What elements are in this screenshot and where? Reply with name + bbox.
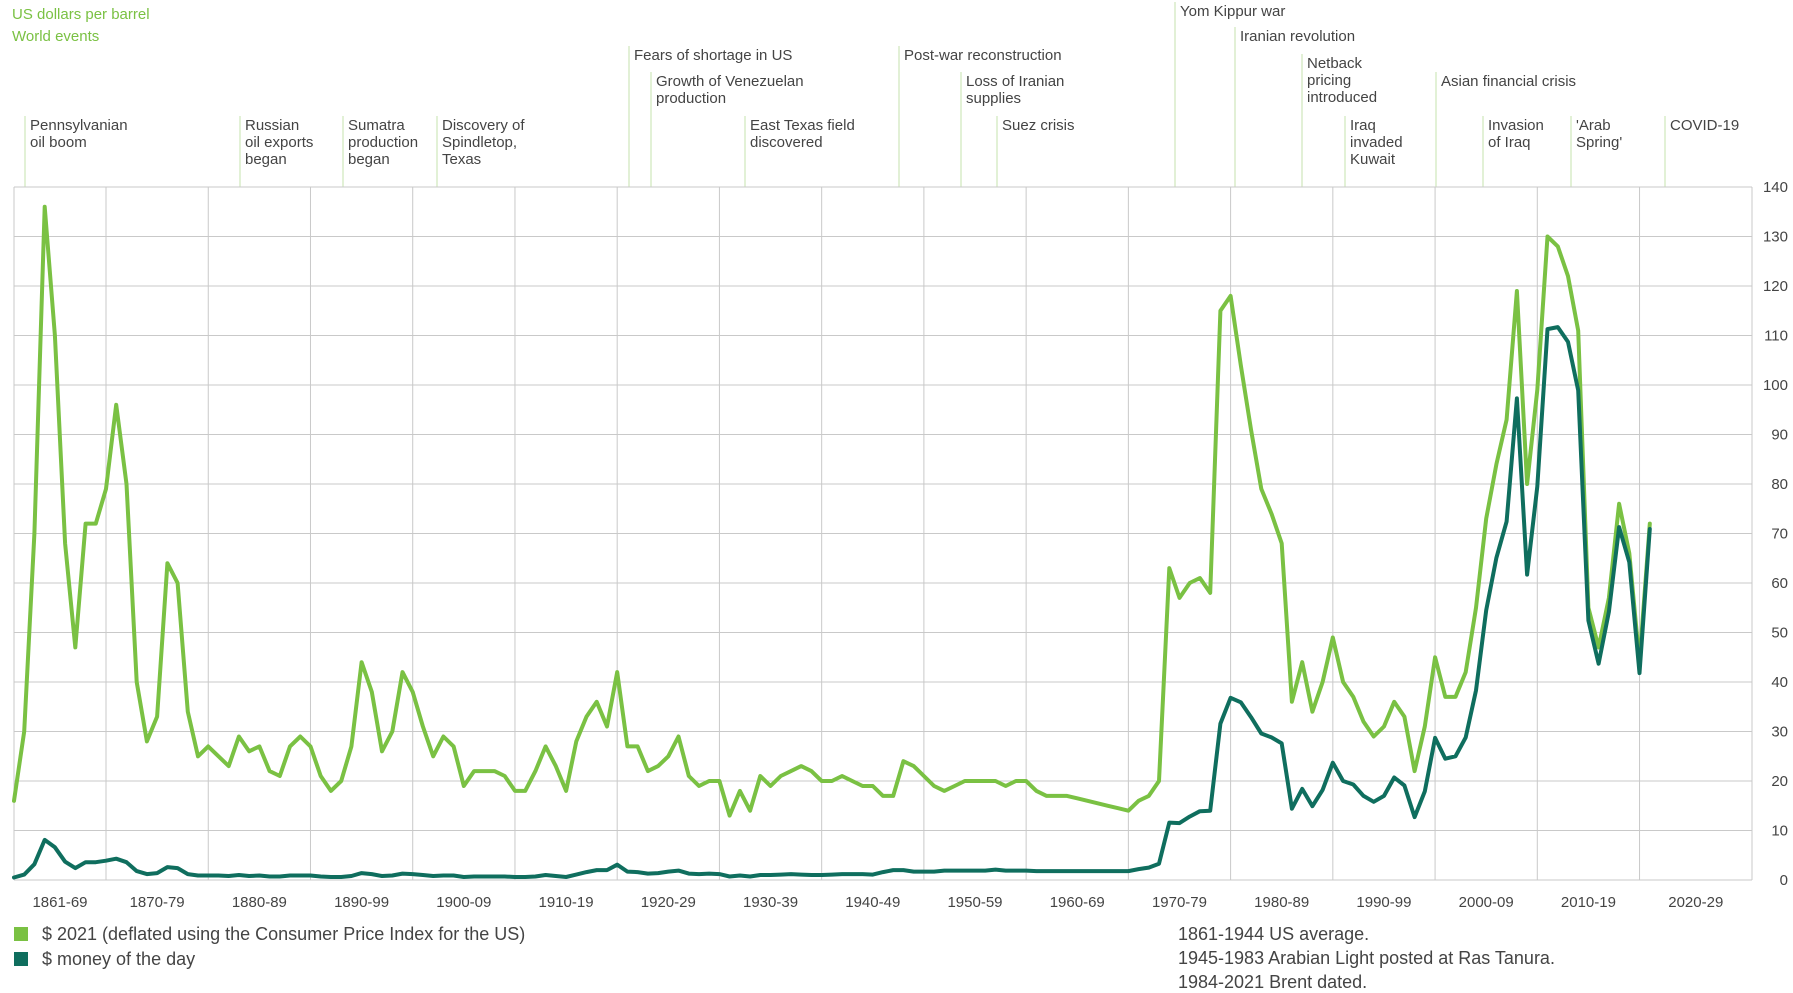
y-tick-label: 50 (1771, 625, 1788, 642)
world-events-layer: Pennsylvanian oil boom Russian oil exports b… (24, 2, 1739, 187)
legend-label: $ 2021 (deflated using the Consumer Pric… (42, 924, 525, 944)
source-note: 1945-1983 Arabian Light posted at Ras Ta… (1178, 948, 1555, 968)
y-tick-label: 120 (1763, 278, 1788, 295)
event-label: 'Arab Spring' (1576, 117, 1622, 151)
x-decade-label: 1940-49 (845, 894, 900, 911)
x-decade-label: 1920-29 (641, 894, 696, 911)
event-label: Loss of Iranian supplies (966, 73, 1064, 107)
y-tick-label: 100 (1763, 377, 1788, 394)
event-label: East Texas field discovered (750, 117, 855, 151)
y-tick-label: 80 (1771, 476, 1788, 493)
y-tick-label: 10 (1771, 823, 1788, 840)
x-decade-label: 1970-79 (1152, 894, 1207, 911)
chart-subtitle-events: World events (12, 28, 99, 45)
x-decade-label: 1930-39 (743, 894, 798, 911)
y-tick-label: 40 (1771, 674, 1788, 691)
event-label: Netback pricing introduced (1307, 55, 1377, 106)
legend-swatch (14, 927, 28, 941)
source-note: 1984-2021 Brent dated. (1178, 972, 1367, 992)
y-tick-label: 90 (1771, 427, 1788, 444)
event-label: Fears of shortage in US (634, 47, 792, 64)
event-label: Sumatra production began (348, 117, 418, 168)
event-label: Pennsylvanian oil boom (30, 117, 128, 151)
y-tick-label: 130 (1763, 229, 1788, 246)
y-tick-label: 20 (1771, 773, 1788, 790)
y-tick-label: 30 (1771, 724, 1788, 741)
y-tick-label: 110 (1764, 328, 1788, 345)
event-label: COVID-19 (1670, 117, 1739, 134)
legend-label: $ money of the day (42, 949, 195, 969)
legend: $ 2021 (deflated using the Consumer Pric… (14, 924, 525, 969)
event-label: Asian financial crisis (1441, 73, 1576, 90)
x-decade-label: 1950-59 (947, 894, 1002, 911)
source-notes: 1861-1944 US average. 1945-1983 Arabian L… (1178, 924, 1555, 992)
x-decade-label: 1960-69 (1050, 894, 1105, 911)
x-decade-label: 1861-69 (32, 894, 87, 911)
series-line-money-of-the-day (12, 325, 1652, 880)
x-decade-label: 2000-09 (1459, 894, 1514, 911)
event-label: Yom Kippur war (1180, 3, 1285, 20)
x-decade-label: 1870-79 (130, 894, 185, 911)
x-decade-label: 1990-99 (1356, 894, 1411, 911)
x-decade-label: 1910-19 (539, 894, 594, 911)
x-decade-label: 1880-89 (232, 894, 287, 911)
source-note: 1861-1944 US average. (1178, 924, 1369, 944)
x-decade-label: 2010-19 (1561, 894, 1616, 911)
event-label: Iraq invaded Kuwait (1350, 117, 1403, 168)
y-tick-label: 140 (1763, 179, 1788, 196)
event-label: Invasion of Iraq (1488, 117, 1544, 151)
legend-swatch (14, 952, 28, 966)
y-tick-label: 60 (1771, 575, 1788, 592)
axis-labels-layer: 0 10 20 30 40 50 60 70 80 90 100 110 120 130 140 1861-6… (32, 179, 1788, 911)
grid-layer (13, 186, 1753, 881)
series-line-2021-dollars (12, 204, 1652, 818)
event-label: Discovery of Spindletop, Texas (442, 117, 525, 168)
chart-subtitle-units: US dollars per barrel (12, 6, 150, 23)
x-decade-label: 1900-09 (436, 894, 491, 911)
x-decade-label: 2020-29 (1668, 894, 1723, 911)
y-tick-label: 0 (1780, 872, 1788, 889)
event-label: Growth of Venezuelan production (656, 73, 804, 107)
event-label: Post-war reconstruction (904, 47, 1062, 64)
event-label: Iranian revolution (1240, 28, 1355, 45)
event-label: Russian oil exports began (245, 117, 313, 168)
event-label: Suez crisis (1002, 117, 1075, 134)
x-decade-label: 1980-89 (1254, 894, 1309, 911)
series-layer (12, 204, 1652, 880)
y-tick-label: 70 (1771, 526, 1788, 543)
x-decade-label: 1890-99 (334, 894, 389, 911)
